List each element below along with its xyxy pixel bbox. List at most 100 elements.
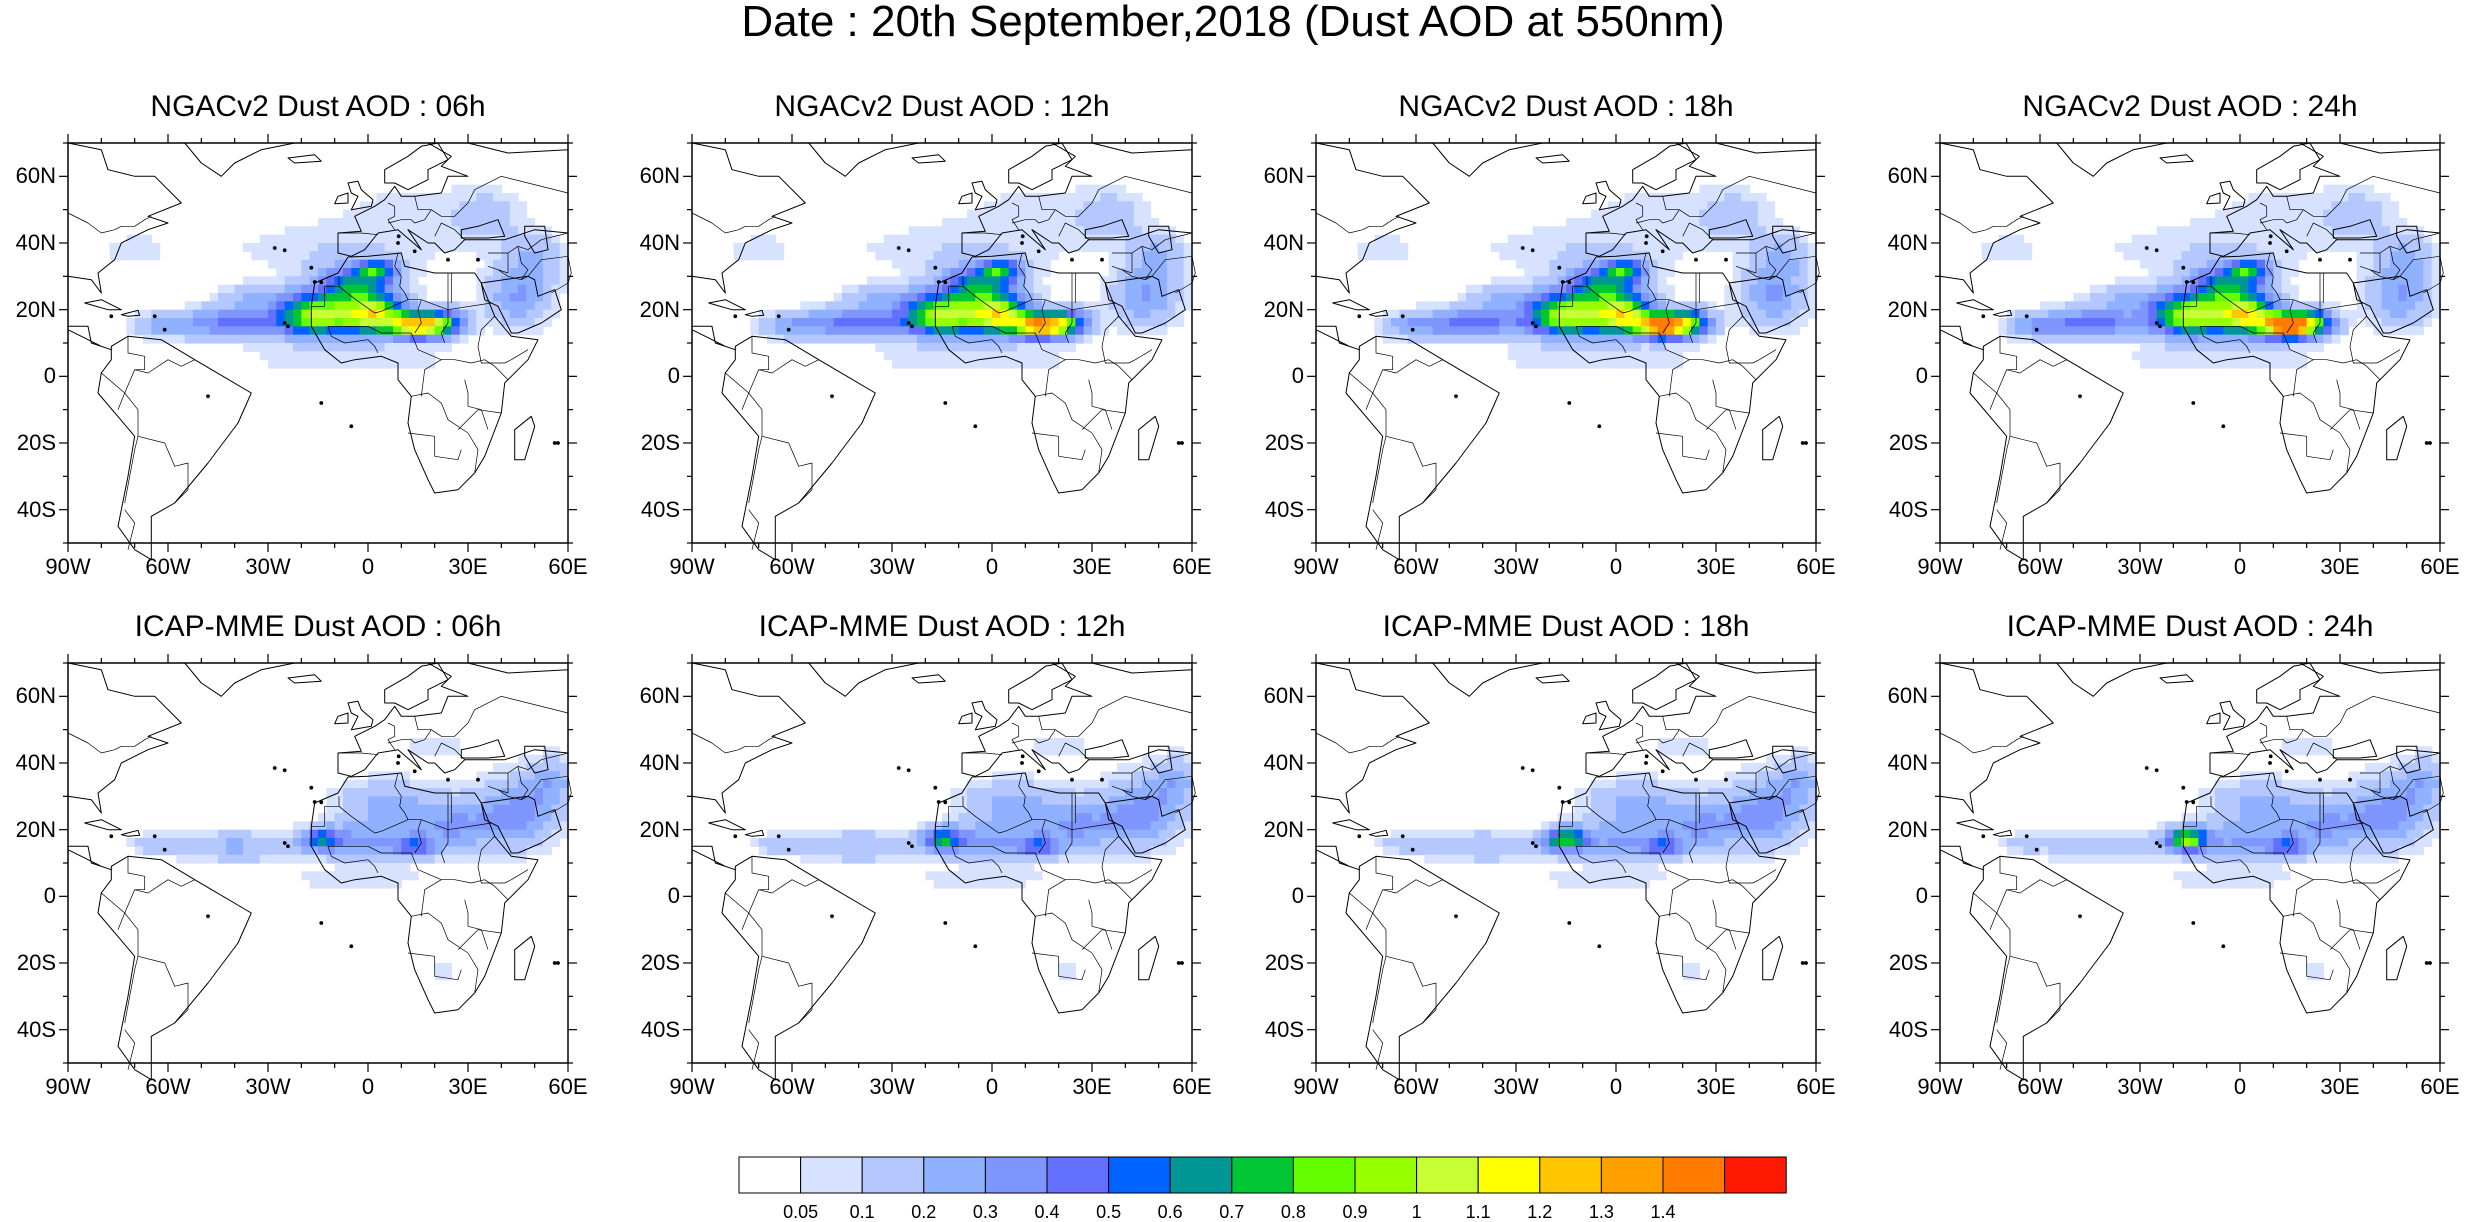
colorbar-label: 0.1 xyxy=(849,1202,875,1222)
coastlines xyxy=(1939,662,2444,1081)
lat-tick-label: 20N xyxy=(1887,296,1928,322)
lat-tick-label: 60N xyxy=(1263,163,1304,189)
lat-tick-label: 20S xyxy=(16,430,56,455)
lat-tick-label: 0 xyxy=(667,363,680,389)
lon-tick-label: 30W xyxy=(869,1074,915,1099)
colorbar-box xyxy=(984,1156,1048,1194)
lon-tick-label: 90W xyxy=(1293,554,1339,579)
lon-tick-label: 60W xyxy=(769,554,815,579)
panel-title: ICAP-MME Dust AOD : 12h xyxy=(758,610,1126,643)
lon-tick-label: 30E xyxy=(1072,554,1112,579)
dust-aod-map xyxy=(1307,134,1825,561)
tick-marks xyxy=(1307,134,1825,552)
colorbar-box xyxy=(738,1156,802,1194)
lon-tick-label: 60E xyxy=(2420,554,2460,579)
tick-marks xyxy=(683,134,1201,552)
lat-tick-label: 20S xyxy=(1888,950,1928,975)
lon-tick-label: 0 xyxy=(2233,554,2247,579)
lon-tick-label: 60W xyxy=(769,1074,815,1099)
aod-shading xyxy=(126,738,569,981)
colorbar-box xyxy=(1231,1156,1294,1194)
lat-tick-label: 20S xyxy=(1264,950,1304,975)
lon-tick-label: 60E xyxy=(1796,554,1836,579)
lon-tick-label: 0 xyxy=(361,554,375,579)
colorbar-label: 0.2 xyxy=(911,1202,937,1222)
colorbar-label: 1 xyxy=(1411,1202,1422,1222)
aod-shading xyxy=(733,184,1193,369)
colorbar-label: 0.5 xyxy=(1096,1202,1122,1222)
lat-tick-label: 40N xyxy=(15,230,56,255)
lon-tick-label: 60W xyxy=(145,1074,191,1099)
dust-aod-map xyxy=(1307,654,1825,1081)
lat-tick-label: 40S xyxy=(1264,496,1304,522)
lat-tick-label: 60N xyxy=(639,163,680,189)
colorbar-box xyxy=(1724,1156,1787,1194)
lat-tick-label: 0 xyxy=(1915,363,1928,389)
lon-tick-label: 60E xyxy=(548,1074,588,1099)
lon-tick-label: 90W xyxy=(45,554,91,579)
lat-tick-label: 0 xyxy=(1915,883,1928,909)
lat-tick-label: 0 xyxy=(43,883,56,909)
colorbar-label: 1.3 xyxy=(1588,1202,1614,1222)
dust-aod-map xyxy=(1931,134,2449,561)
lon-tick-label: 30W xyxy=(245,554,291,579)
lon-tick-label: 0 xyxy=(985,1074,999,1099)
colorbar-label: 0.6 xyxy=(1157,1202,1183,1222)
lat-tick-label: 40S xyxy=(16,496,56,522)
lon-tick-label: 0 xyxy=(985,554,999,579)
colorbar-label: 1.1 xyxy=(1465,1202,1491,1222)
lon-tick-label: 60E xyxy=(2420,1074,2460,1099)
lat-tick-label: 0 xyxy=(1291,363,1304,389)
lon-tick-label: 0 xyxy=(1609,1074,1623,1099)
lon-tick-label: 60E xyxy=(1172,554,1212,579)
panel-title: NGACv2 Dust AOD : 24h xyxy=(2022,90,2358,123)
lat-tick-label: 40N xyxy=(1887,750,1928,775)
panel-title: NGACv2 Dust AOD : 06h xyxy=(150,90,486,123)
tick-marks xyxy=(1931,654,2449,1072)
lon-tick-label: 90W xyxy=(1293,1074,1339,1099)
lat-tick-label: 40N xyxy=(639,750,680,775)
colorbar-label: 0.8 xyxy=(1280,1202,1306,1222)
colorbar-label: 1.4 xyxy=(1650,1202,1676,1222)
lat-tick-label: 40N xyxy=(15,750,56,775)
colorbar-box xyxy=(1108,1156,1171,1194)
colorbar-label: 0.3 xyxy=(972,1202,998,1222)
lat-tick-label: 20N xyxy=(15,816,56,842)
lat-tick-label: 20S xyxy=(1264,430,1304,455)
tick-marks xyxy=(1307,654,1825,1072)
coastlines xyxy=(67,662,572,1081)
lat-tick-label: 20S xyxy=(640,430,680,455)
lon-tick-label: 60W xyxy=(2017,554,2063,579)
colorbar-box xyxy=(1292,1156,1356,1194)
tick-marks xyxy=(683,654,1201,1072)
lon-tick-label: 60W xyxy=(1393,1074,1439,1099)
page-title: Date : 20th September,2018 (Dust AOD at … xyxy=(741,0,1725,46)
colorbar-box xyxy=(800,1156,863,1194)
lon-tick-label: 30E xyxy=(2320,554,2360,579)
colorbar-box xyxy=(923,1156,986,1194)
aod-shading xyxy=(750,738,1193,981)
panel-title: NGACv2 Dust AOD : 18h xyxy=(1398,90,1734,123)
aod-shading xyxy=(1981,184,2441,369)
colorbar-box xyxy=(1539,1156,1602,1194)
lon-tick-label: 30W xyxy=(869,554,915,579)
lon-tick-label: 30W xyxy=(245,1074,291,1099)
colorbar-label: 0.05 xyxy=(783,1202,819,1222)
coastlines xyxy=(1939,142,2444,561)
colorbar-box xyxy=(1169,1156,1233,1194)
aod-shading xyxy=(1998,738,2441,981)
lat-tick-label: 40S xyxy=(16,1016,56,1042)
colorbar-label: 0.4 xyxy=(1034,1202,1060,1222)
lon-tick-label: 0 xyxy=(361,1074,375,1099)
colorbar-box xyxy=(861,1156,925,1194)
lat-tick-label: 20N xyxy=(15,296,56,322)
lon-tick-label: 30E xyxy=(1696,554,1736,579)
lat-tick-label: 60N xyxy=(15,163,56,189)
lat-tick-label: 40N xyxy=(1263,750,1304,775)
lon-tick-label: 60W xyxy=(2017,1074,2063,1099)
lon-tick-label: 30E xyxy=(2320,1074,2360,1099)
lon-tick-label: 30E xyxy=(1072,1074,1112,1099)
lon-tick-label: 60W xyxy=(1393,554,1439,579)
lat-tick-label: 40N xyxy=(1263,230,1304,255)
lat-tick-label: 60N xyxy=(1887,683,1928,709)
